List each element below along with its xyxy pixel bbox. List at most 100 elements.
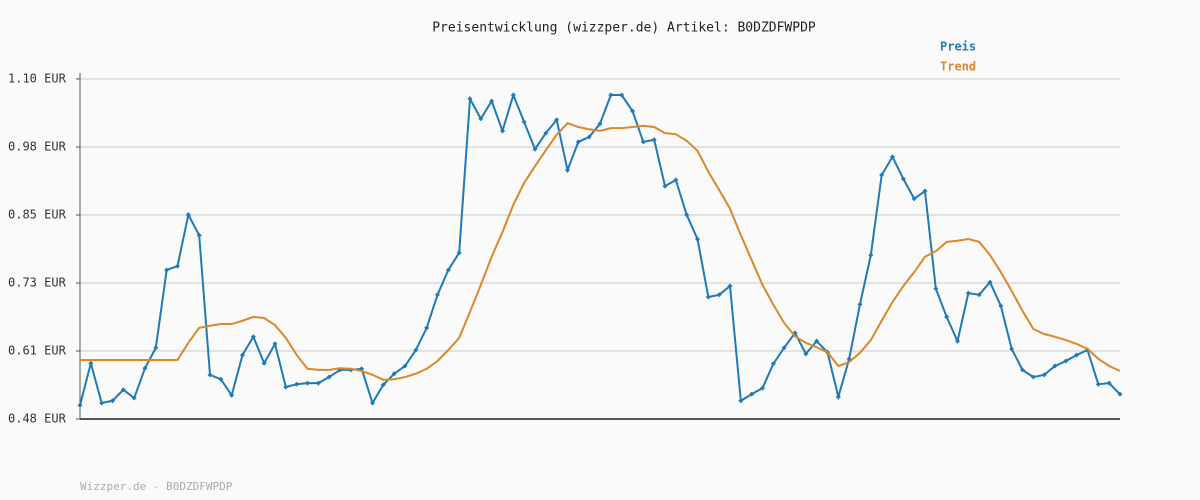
legend-entry: Preis xyxy=(940,40,976,54)
point-marker xyxy=(294,381,300,387)
footer: Wizzper.de - B0DZDFWPDP xyxy=(80,480,233,493)
series-line xyxy=(80,121,1121,381)
point-marker xyxy=(1106,380,1112,386)
point-marker xyxy=(131,395,137,401)
point-marker xyxy=(933,286,939,292)
point-marker xyxy=(673,177,679,183)
point-marker xyxy=(467,96,473,102)
point-marker xyxy=(326,374,332,380)
point-marker xyxy=(944,314,950,320)
point-marker xyxy=(922,188,928,194)
point-marker xyxy=(1052,363,1058,369)
point-marker xyxy=(630,108,635,114)
point-marker xyxy=(120,387,126,393)
series-line xyxy=(79,91,1121,406)
point-marker xyxy=(1030,374,1036,380)
point-marker xyxy=(250,334,256,340)
point-marker xyxy=(890,154,895,160)
point-marker xyxy=(435,292,440,298)
point-marker xyxy=(705,294,711,300)
point-marker xyxy=(554,117,560,123)
point-marker xyxy=(164,267,170,273)
point-marker xyxy=(879,172,885,178)
point-marker xyxy=(532,146,538,152)
point-marker xyxy=(510,92,516,98)
legend-entry: Trend xyxy=(940,60,976,74)
point-marker xyxy=(315,380,321,386)
point-marker xyxy=(760,385,765,391)
point-marker xyxy=(900,176,906,182)
y-tick-label: 0.61 EUR xyxy=(8,344,67,358)
point-marker xyxy=(619,92,625,98)
point-marker xyxy=(781,345,787,351)
point-marker xyxy=(835,394,841,400)
point-marker xyxy=(240,352,245,358)
point-marker xyxy=(77,402,83,408)
point-marker xyxy=(586,134,592,140)
point-marker xyxy=(684,212,690,218)
point-marker xyxy=(413,347,419,353)
point-marker xyxy=(229,392,235,398)
point-marker xyxy=(88,360,94,366)
point-marker xyxy=(196,232,202,238)
point-marker xyxy=(868,252,874,258)
point-marker xyxy=(1074,352,1080,358)
point-marker xyxy=(207,372,213,378)
point-marker xyxy=(695,236,700,242)
point-marker xyxy=(575,139,581,145)
point-marker xyxy=(1009,346,1015,352)
point-marker xyxy=(565,167,570,173)
point-marker xyxy=(478,116,484,122)
point-marker xyxy=(965,290,971,296)
point-marker xyxy=(110,398,115,404)
point-marker xyxy=(1041,372,1047,378)
y-tick-label: 0.73 EUR xyxy=(8,276,67,290)
point-marker xyxy=(402,363,408,369)
point-marker xyxy=(489,98,495,104)
point-marker xyxy=(738,398,744,404)
y-tick-label: 1.10 EUR xyxy=(8,72,67,86)
point-marker xyxy=(543,130,549,136)
point-marker xyxy=(727,283,733,289)
point-marker xyxy=(153,345,159,351)
chart-title: Preisentwicklung (wizzper.de) Artikel: B… xyxy=(432,21,816,36)
point-marker xyxy=(857,301,863,307)
point-marker xyxy=(370,400,375,406)
point-marker xyxy=(500,128,505,134)
point-marker xyxy=(391,371,397,377)
point-marker xyxy=(716,292,722,298)
point-marker xyxy=(99,400,105,406)
point-marker xyxy=(749,391,755,397)
point-marker xyxy=(1117,391,1123,397)
point-marker xyxy=(640,139,646,145)
point-marker xyxy=(955,338,960,344)
point-marker xyxy=(380,382,386,388)
point-marker xyxy=(803,351,809,357)
point-marker xyxy=(175,263,180,269)
point-marker xyxy=(424,325,430,331)
point-marker xyxy=(651,137,657,143)
point-marker xyxy=(608,92,614,98)
point-marker xyxy=(987,279,993,285)
point-marker xyxy=(814,338,820,344)
point-marker xyxy=(911,196,917,202)
point-marker xyxy=(283,384,289,390)
point-marker xyxy=(998,303,1004,309)
point-marker xyxy=(185,212,191,218)
point-marker xyxy=(142,365,148,371)
point-marker xyxy=(1063,358,1069,364)
y-tick-label: 0.85 EUR xyxy=(8,208,67,222)
point-marker xyxy=(662,183,668,189)
point-marker xyxy=(597,121,603,127)
y-tick-label: 0.48 EUR xyxy=(8,412,67,426)
y-tick-label: 0.98 EUR xyxy=(8,140,67,154)
point-marker xyxy=(1095,381,1101,387)
point-marker xyxy=(445,267,451,273)
point-marker xyxy=(456,250,462,256)
point-marker xyxy=(770,361,776,367)
point-marker xyxy=(976,292,982,298)
point-marker xyxy=(218,376,224,382)
point-marker xyxy=(1020,367,1025,373)
